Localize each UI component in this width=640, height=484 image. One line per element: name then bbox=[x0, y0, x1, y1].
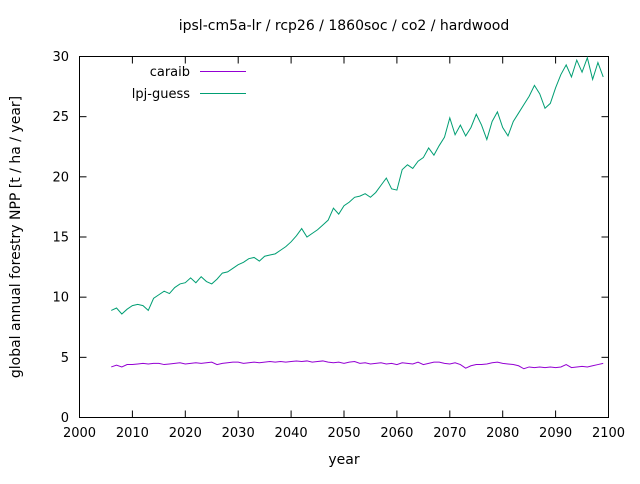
x-tick-label: 2030 bbox=[222, 426, 255, 441]
x-tick-label: 2010 bbox=[116, 426, 149, 441]
x-tick-label: 2080 bbox=[486, 426, 519, 441]
x-tick-label: 2090 bbox=[539, 426, 572, 441]
y-axis-label: global annual forestry NPP [t / ha / yea… bbox=[8, 96, 24, 378]
axis-ticks: 2000 2010 2020 2030 2040 2050 2060 2070 2080 2090… bbox=[52, 50, 625, 441]
x-axis-label: year bbox=[328, 452, 359, 468]
x-tick-label: 2020 bbox=[169, 426, 202, 441]
x-tick-label: 2040 bbox=[275, 426, 308, 441]
y-tick-label: 15 bbox=[52, 231, 69, 246]
data-series bbox=[111, 55, 604, 370]
series-line-lpj-guess bbox=[111, 55, 604, 315]
legend-label-caraib: caraib bbox=[150, 65, 190, 80]
y-tick-label: 5 bbox=[61, 351, 69, 366]
x-tick-label: 2060 bbox=[380, 426, 413, 441]
x-tick-label: 2100 bbox=[592, 426, 625, 441]
y-tick-label: 25 bbox=[52, 110, 69, 125]
legend: caraib lpj-guess bbox=[132, 65, 246, 102]
legend-label-lpj-guess: lpj-guess bbox=[132, 87, 190, 102]
y-tick-label: 10 bbox=[52, 291, 69, 306]
y-tick-label: 0 bbox=[61, 411, 69, 426]
series-line-caraib bbox=[111, 360, 604, 370]
y-tick-label: 30 bbox=[52, 50, 69, 65]
x-tick-label: 2050 bbox=[327, 426, 360, 441]
chart-title: ipsl-cm5a-lr / rcp26 / 1860soc / co2 / h… bbox=[179, 18, 510, 34]
x-tick-label: 2000 bbox=[63, 426, 96, 441]
y-tick-label: 20 bbox=[52, 170, 69, 185]
x-tick-label: 2070 bbox=[433, 426, 466, 441]
